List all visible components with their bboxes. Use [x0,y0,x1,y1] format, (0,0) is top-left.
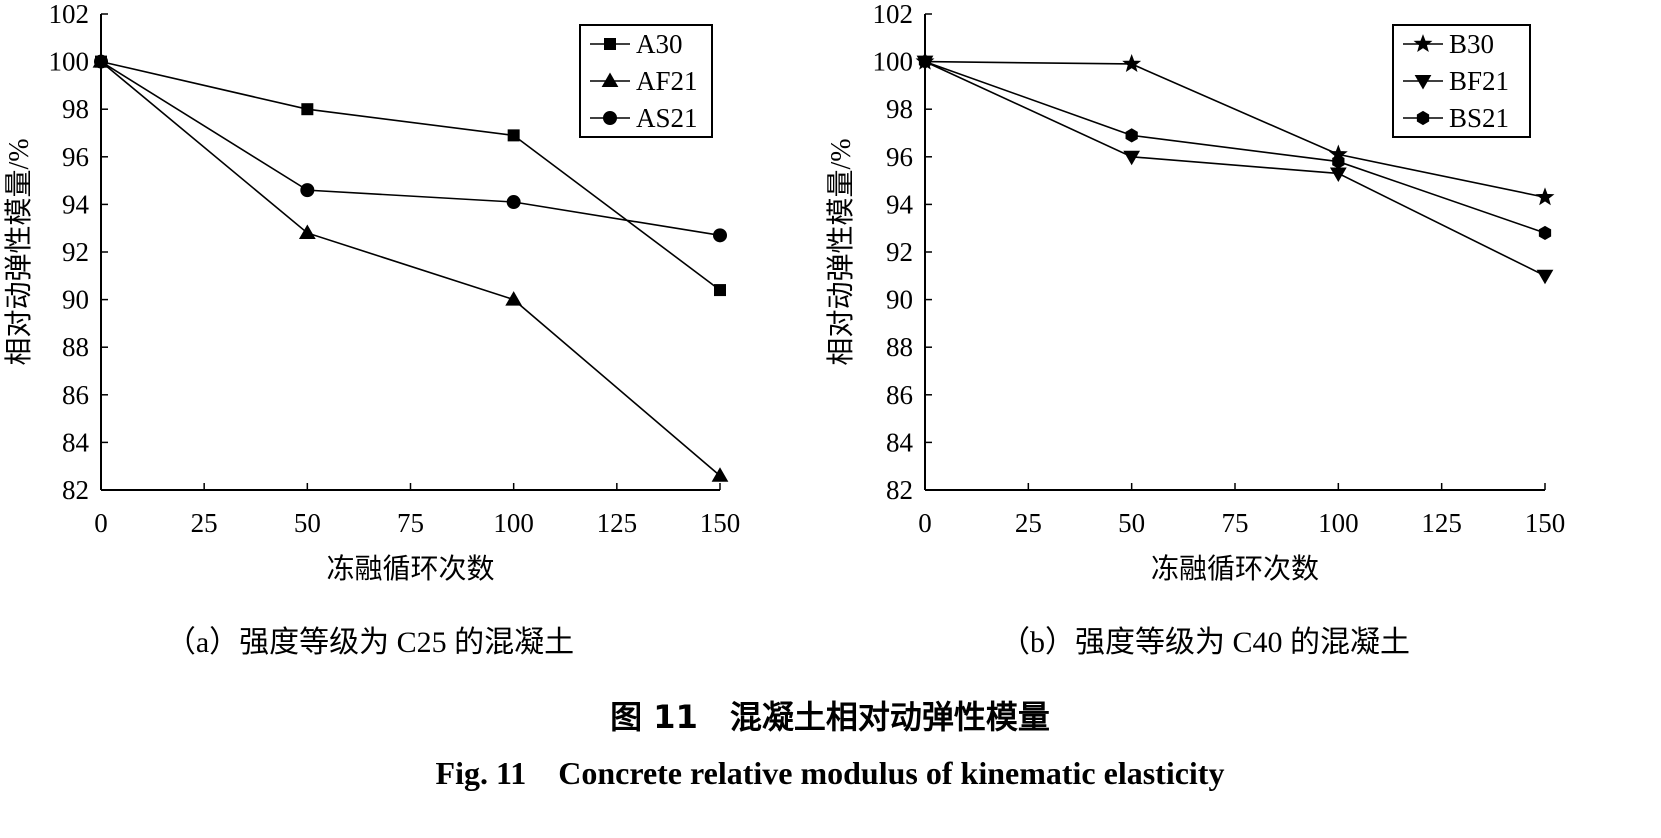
legend-label: AF21 [636,66,698,96]
data-point-AF21 [298,224,316,239]
x-tick-label: 50 [1118,508,1145,538]
x-tick-label: 75 [397,508,424,538]
x-tick-label: 150 [1525,508,1566,538]
legend-marker [1413,34,1433,53]
x-tick-label: 100 [493,508,534,538]
y-tick-label: 96 [886,142,913,172]
x-tick-label: 50 [294,508,321,538]
y-tick-label: 88 [886,332,913,362]
y-tick-label: 86 [886,380,913,410]
x-tick-label: 100 [1318,508,1359,538]
y-tick-label: 100 [873,47,914,77]
y-tick-label: 98 [62,94,89,124]
data-point-AS21 [94,54,108,69]
legend-marker [604,38,616,50]
series-line-AF21 [100,60,721,477]
series-line-B30 [924,60,1546,199]
caption-b: （b）强度等级为 C40 的混凝土 [1000,626,1410,659]
data-point-B30 [1535,187,1555,206]
legend-marker [1414,75,1432,90]
series-line-BF21 [924,60,1546,277]
series-line-BS21 [924,60,1546,234]
x-axis-title: 冻融循环次数 [326,553,494,585]
legend-marker [601,72,619,87]
legend-label: BF21 [1449,66,1509,96]
chart-a: 82 84 86 88 90 92 94 96 98 100 102 0 25 50 75 100 125 150… [3,0,740,585]
x-tick-label: 25 [1015,508,1042,538]
series-line-AS21 [100,60,721,237]
y-tick-label: 90 [62,285,89,315]
x-tick-label: 0 [94,508,108,538]
figure-title-en: Fig. 11 Concrete relative modulus of kin… [436,755,1225,791]
y-tick-label: 86 [62,380,89,410]
x-tick-label: 75 [1222,508,1249,538]
y-tick-label: 84 [886,427,914,457]
data-point-A30 [301,103,314,116]
y-axis-title: 相对动弹性模量/% [3,138,35,365]
legend-label: A30 [636,29,683,59]
y-tick-label: 94 [886,189,914,219]
data-point-A30 [714,284,726,297]
data-point-BF21 [1123,150,1141,166]
legend: A30 AF21 AS21 [579,24,713,138]
legend-label: B30 [1449,29,1494,59]
data-point-AS21 [300,183,315,198]
y-tick-label: 94 [62,189,90,219]
data-point-BS21 [1125,128,1138,143]
data-point-AS21 [713,228,727,243]
y-tick-label: 102 [49,0,90,29]
y-tick-label: 92 [62,237,89,267]
data-point-AF21 [711,467,729,482]
chart-b: 82 84 86 88 90 92 94 96 98 100 102 0 25 50 75 100 125 150… [825,0,1565,585]
data-point-AF21 [505,291,523,306]
y-tick-label: 88 [62,332,89,362]
x-tick-label: 125 [1421,508,1462,538]
y-tick-label: 84 [62,427,90,457]
x-tick-label: 150 [700,508,741,538]
y-tick-label: 90 [886,285,913,315]
data-point-BS21 [918,54,932,69]
y-tick-label: 96 [62,142,89,172]
data-point-BS21 [1332,154,1345,169]
y-tick-label: 98 [886,94,913,124]
legend: B30 BF21 BS21 [1392,24,1531,138]
legend-label: AS21 [636,103,698,133]
data-point-BS21 [1538,225,1552,241]
data-point-BF21 [1536,269,1554,285]
series-line-A30 [100,60,721,291]
legend-marker [1416,110,1430,126]
legend-label: BS21 [1449,103,1509,133]
figure-title-cn: 图 11 混凝土相对动弹性模量 [610,698,1050,736]
y-tick-label: 100 [49,47,90,77]
data-point-BF21 [1329,167,1347,182]
data-point-A30 [507,129,520,142]
x-axis-title: 冻融循环次数 [1151,553,1319,585]
y-tick-label: 102 [873,0,914,29]
y-tick-label: 82 [886,475,913,505]
y-tick-label: 82 [62,475,89,505]
legend-marker [603,111,617,125]
x-tick-label: 25 [191,508,218,538]
data-point-AS21 [506,195,521,210]
y-axis-title: 相对动弹性模量/% [825,138,857,365]
data-point-B30 [1122,54,1142,73]
x-tick-label: 0 [918,508,932,538]
caption-a: （a）强度等级为 C25 的混凝土 [166,626,574,659]
x-tick-label: 125 [597,508,638,538]
y-tick-label: 92 [886,237,913,267]
